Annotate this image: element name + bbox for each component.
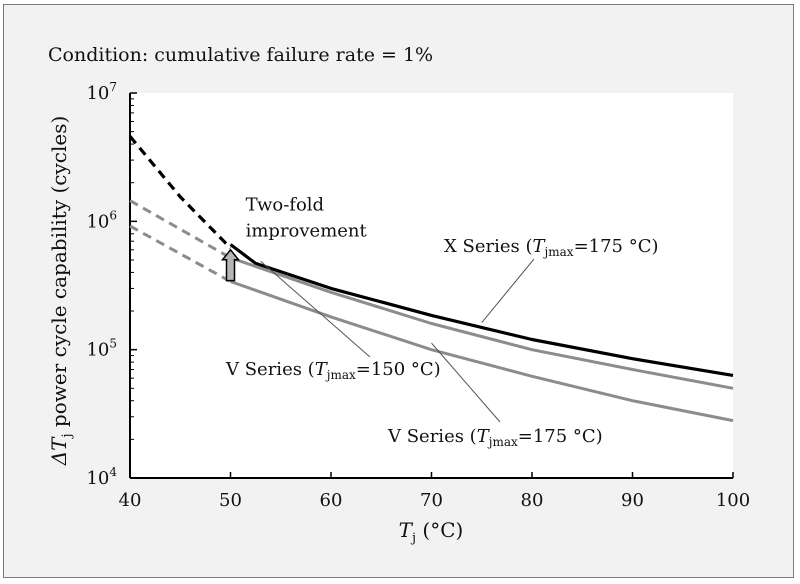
- y-tick-label: 107: [86, 80, 117, 104]
- y-tick-label: 104: [86, 465, 117, 489]
- x-tick-label: 80: [521, 490, 544, 511]
- v-series-150-dashed-line: [129, 199, 232, 260]
- condition-text: Condition: cumulative failure rate = 1%: [48, 44, 433, 66]
- y-tick-label: 106: [86, 208, 117, 232]
- v-series-150-leader-line: [260, 260, 371, 358]
- improvement-annotation: Two-fold: [246, 195, 324, 216]
- y-axis-label: ΔTj power cycle capability (cycles): [47, 116, 75, 467]
- x-tick-label: 90: [621, 490, 644, 511]
- x-tick-label: 60: [320, 490, 343, 511]
- v-series-175-dashed-line: [129, 224, 232, 283]
- y-tick-label: 105: [86, 337, 117, 361]
- improvement-arrow: [220, 248, 241, 282]
- x-tick-label: 50: [219, 490, 242, 511]
- v-series-150-label: V Series (Tjmax=150 °C): [225, 359, 441, 382]
- x-tick-label: 70: [420, 490, 443, 511]
- x-series-175-solid-line: [229, 243, 734, 377]
- v-series-175-label: V Series (Tjmax=175 °C): [387, 426, 603, 449]
- plot-background: [130, 93, 733, 478]
- x-series-175-leader-line: [481, 258, 535, 323]
- improvement-annotation: improvement: [246, 220, 368, 241]
- v-series-175-solid-line: [230, 280, 734, 423]
- x-tick-label: 40: [119, 490, 142, 511]
- v-series-175-leader-line: [431, 342, 501, 423]
- plot-area: 40 50 60 70 80 90 100 104 105 106 107 Two-fold impro…: [47, 80, 750, 546]
- x-axis-label: Tj (°C): [399, 518, 464, 546]
- x-tick-label: 100: [716, 490, 750, 511]
- x-series-175-dashed-line: [128, 135, 232, 250]
- x-series-175-label: X Series (Tjmax=175 °C): [444, 236, 659, 259]
- v-series-150-solid-line: [230, 256, 734, 390]
